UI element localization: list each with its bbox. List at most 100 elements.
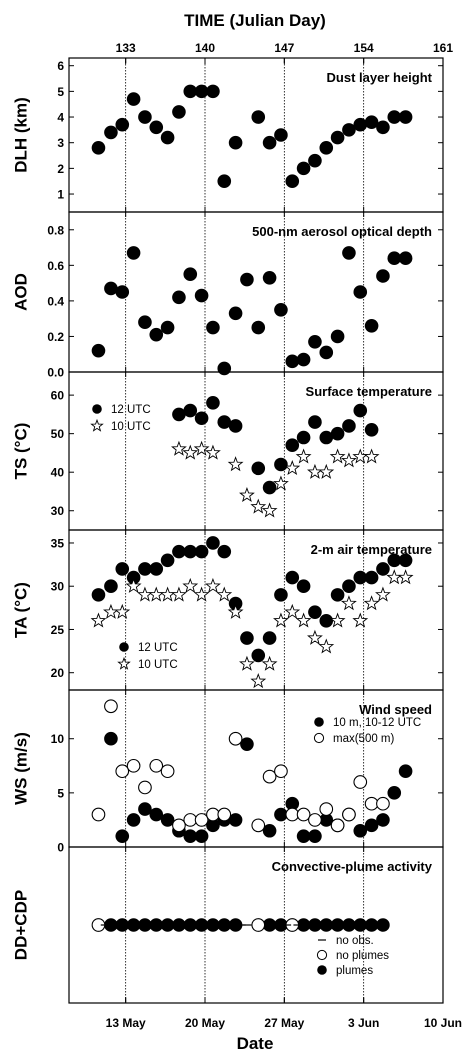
- data-point: [398, 251, 413, 266]
- y-tick-label: 5: [57, 85, 64, 99]
- legend-label: 10 UTC: [138, 659, 178, 671]
- y-tick-label: 50: [51, 427, 65, 441]
- y-tick-label: 4: [57, 111, 64, 125]
- legend-item: 10 UTC: [117, 656, 178, 671]
- data-point: [296, 807, 311, 822]
- data-point: [353, 775, 368, 789]
- data-point: [274, 764, 288, 779]
- bottom-tick-label: 13 May: [106, 1016, 146, 1030]
- legend-label: no plumes: [336, 950, 389, 962]
- data-point: [319, 813, 334, 827]
- data-point: [239, 487, 255, 503]
- data-point: [342, 807, 356, 822]
- data-point: [193, 440, 210, 456]
- data-point: [228, 419, 243, 433]
- data-point: [194, 411, 209, 426]
- data-point: [262, 270, 277, 285]
- data-point: [138, 918, 152, 932]
- data-point: [251, 461, 266, 476]
- data-point: [149, 918, 164, 932]
- y-tick-label: 25: [51, 623, 65, 637]
- data-point: [330, 818, 345, 833]
- data-point: [104, 281, 118, 296]
- data-point: [194, 813, 209, 827]
- bottom-tick-label: 27 May: [264, 1016, 304, 1030]
- data-point: [91, 807, 106, 822]
- data-point: [240, 737, 254, 751]
- data-point: [342, 579, 356, 594]
- data-point: [228, 306, 243, 321]
- data-point: [330, 130, 345, 145]
- data-point: [206, 84, 220, 99]
- data-point: [149, 120, 164, 135]
- legend-item: 10 m, 10-12 UTC: [314, 717, 421, 729]
- data-point: [159, 586, 176, 602]
- data-point: [193, 586, 210, 602]
- legend-label: 10 UTC: [111, 421, 151, 433]
- data-point: [217, 544, 232, 559]
- y-tick-label: 2: [57, 162, 64, 176]
- data-point: [364, 115, 379, 129]
- data-point: [194, 829, 209, 843]
- data-point: [115, 918, 130, 932]
- legend-item: no plumes: [316, 949, 389, 962]
- data-point: [387, 110, 402, 124]
- data-point: [171, 440, 187, 456]
- data-point: [398, 764, 413, 779]
- data-point: [262, 631, 277, 645]
- data-point: [160, 130, 175, 145]
- y-axis-label: TA (°C): [11, 582, 30, 638]
- data-point: [149, 562, 164, 576]
- data-point: [172, 290, 186, 305]
- data-point: [398, 110, 413, 124]
- data-point: [91, 343, 106, 358]
- data-point: [251, 110, 266, 124]
- y-tick-label: 30: [51, 580, 65, 594]
- legend-item: 10 UTC: [90, 418, 151, 433]
- data-point: [227, 456, 244, 472]
- data-point: [262, 918, 277, 932]
- data-point: [217, 174, 232, 188]
- data-point: [90, 612, 107, 628]
- data-point: [115, 285, 130, 299]
- panel-title: 500-nm aerosol optical depth: [252, 224, 432, 239]
- data-point: [228, 596, 243, 611]
- panel-dd: Convective-plume activity DD+CDP no obs. no…: [11, 846, 444, 1004]
- data-point: [206, 818, 220, 833]
- legend-label: 10 m, 10-12 UTC: [333, 717, 421, 729]
- data-point: [352, 448, 369, 464]
- y-axis-label: TS (°C): [11, 423, 30, 480]
- data-point: [115, 764, 130, 779]
- data-point: [103, 603, 119, 619]
- y-axis-label: DD+CDP: [11, 890, 30, 960]
- legend-item: max(500 m): [313, 732, 395, 745]
- data-point: [206, 536, 220, 550]
- panel-ws: 0 5 10 Wind speed WS (m/s) 10 m, 10-12 UTC max…: [11, 689, 444, 855]
- data-point: [149, 327, 164, 342]
- data-point: [262, 480, 277, 495]
- data-point: [251, 918, 266, 932]
- data-point: [308, 813, 322, 827]
- legend-label: no obs.: [336, 935, 374, 947]
- data-point: [125, 577, 142, 593]
- y-tick-label: 10: [51, 732, 65, 746]
- data-point: [228, 135, 243, 150]
- data-point: [364, 570, 379, 585]
- data-point: [262, 135, 277, 150]
- data-point: [126, 92, 141, 106]
- data-point: [138, 110, 152, 124]
- panel-title: Convective-plume activity: [272, 859, 433, 874]
- data-point: [285, 570, 300, 585]
- data-point: [172, 407, 186, 422]
- data-point: [160, 553, 175, 568]
- data-point: [104, 579, 118, 594]
- legend-marker: [90, 418, 104, 432]
- data-point: [274, 302, 288, 317]
- top-tick-label: 161: [433, 41, 453, 55]
- panel-title: 2-m air temperature: [311, 542, 432, 557]
- data-point: [217, 415, 232, 429]
- data-point: [319, 802, 334, 816]
- data-point: [104, 125, 118, 140]
- panel-dlh: 1 2 3 4 5 6 Dust layer height DLH (km): [11, 57, 444, 213]
- data-point: [330, 329, 345, 344]
